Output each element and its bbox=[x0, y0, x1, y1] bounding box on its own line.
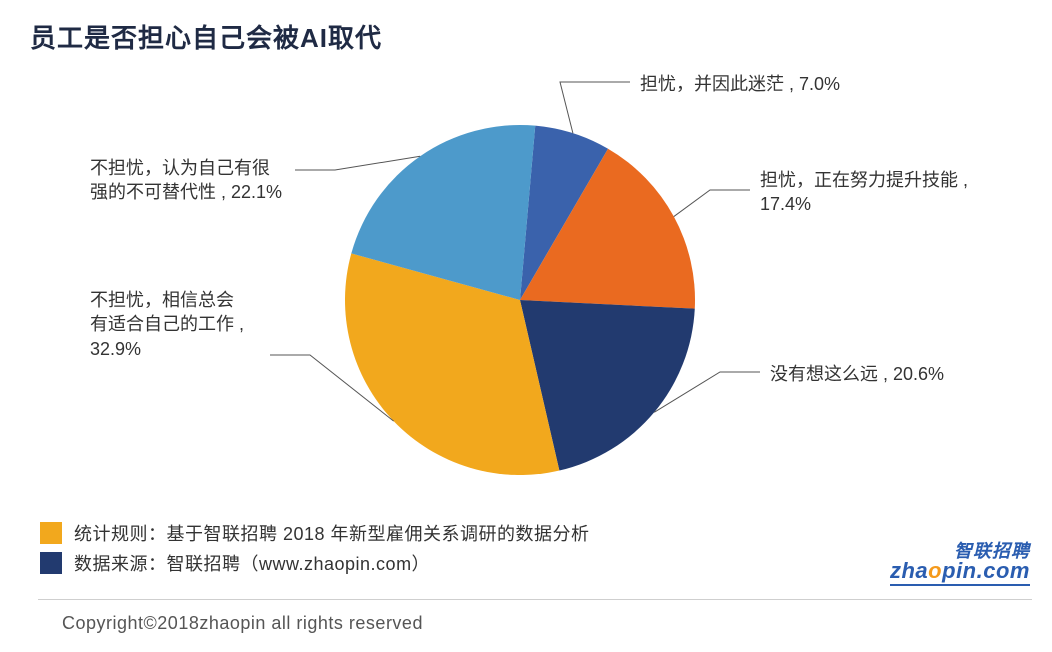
legend-text: 数据来源：智联招聘（www.zhaopin.com） bbox=[74, 550, 430, 576]
logo-en: zhaopin.com bbox=[890, 560, 1030, 582]
legend-swatch bbox=[40, 552, 62, 574]
pie-slice-label: 没有想这么远 , 20.6% bbox=[770, 362, 944, 386]
pie-slice-label: 不担忧，认为自己有很强的不可替代性 , 22.1% bbox=[90, 156, 282, 205]
pie-slice-label: 担忧，正在努力提升技能 ,17.4% bbox=[760, 168, 968, 217]
legend-item: 统计规则：基于智联招聘 2018 年新型雇佣关系调研的数据分析 bbox=[40, 520, 590, 546]
zhaopin-logo: 智联招聘 zhaopin.com bbox=[890, 542, 1030, 586]
logo-en-part: com bbox=[983, 558, 1030, 583]
leader-line bbox=[295, 156, 420, 170]
legend-item: 数据来源：智联招聘（www.zhaopin.com） bbox=[40, 550, 590, 576]
logo-underline bbox=[890, 584, 1030, 586]
leader-line bbox=[560, 82, 630, 133]
logo-en-part: pin bbox=[942, 558, 977, 583]
pie-slice-label: 不担忧，相信总会有适合自己的工作 ,32.9% bbox=[90, 288, 244, 361]
legend-swatch bbox=[40, 522, 62, 544]
logo-en-part: zha bbox=[890, 558, 928, 583]
logo-en-part: o bbox=[928, 558, 942, 583]
pie-slice-label: 担忧，并因此迷茫 , 7.0% bbox=[640, 72, 840, 96]
leader-line bbox=[674, 190, 750, 217]
copyright-text: Copyright©2018zhaopin all rights reserve… bbox=[62, 613, 423, 634]
footer-divider bbox=[38, 599, 1032, 600]
pie-chart bbox=[0, 0, 1052, 560]
legend-text: 统计规则：基于智联招聘 2018 年新型雇佣关系调研的数据分析 bbox=[74, 520, 590, 546]
legend: 统计规则：基于智联招聘 2018 年新型雇佣关系调研的数据分析 数据来源：智联招… bbox=[40, 520, 590, 580]
